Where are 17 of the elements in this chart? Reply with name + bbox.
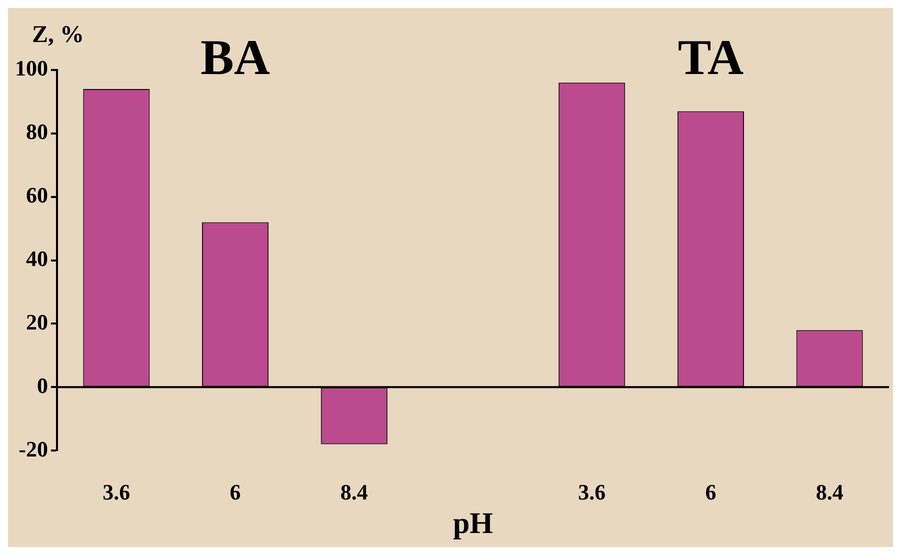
y-axis-title: Z, %	[32, 22, 84, 48]
y-tick-label: -20	[18, 436, 48, 462]
annotation: BA	[200, 29, 270, 85]
x-tick-label: 6	[230, 479, 241, 504]
x-tick-label: 6	[705, 479, 716, 504]
y-tick-label: 100	[15, 56, 48, 81]
y-tick-label: 20	[26, 309, 48, 334]
x-axis-title: pH	[452, 507, 494, 540]
x-tick-label: 3.6	[578, 479, 606, 504]
y-tick-label: 0	[37, 372, 48, 398]
x-tick-label: 8.4	[816, 479, 844, 504]
y-tick-label: 40	[26, 246, 48, 271]
y-tick-label: 80	[26, 119, 48, 144]
x-tick-label: 3.6	[102, 479, 130, 504]
y-tick-label: 60	[26, 182, 48, 208]
x-tick-label: 8.4	[340, 479, 368, 504]
annotation: TA	[678, 29, 744, 85]
